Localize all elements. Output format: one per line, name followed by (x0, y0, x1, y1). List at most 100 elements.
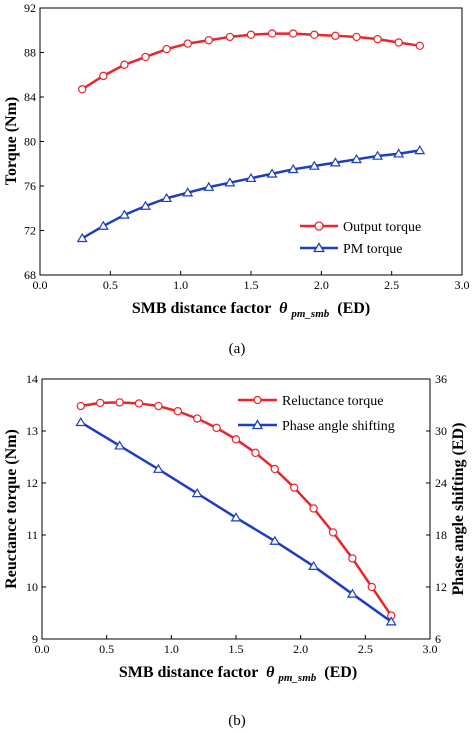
chart-b-x-title-symbol: θ (266, 664, 275, 681)
chart-a-y-title: Torque (Nm) (3, 97, 20, 185)
chart-b-y-tick-label: 9 (32, 632, 38, 646)
chart-a-y-tick-label: 92 (24, 1, 36, 15)
chart-b-point-phase-angle-shifting (191, 488, 203, 498)
chart-b-point-reluctance-torque (231, 435, 241, 444)
chart-b-y-tick-label: 14 (26, 372, 38, 386)
chart-a-x-title-symbol: θ (279, 300, 288, 317)
chart-b: 0.0 0.5 1.0 1.5 2.0 2.5 3.0 9 10 11 12 13 14 6 12 18 2… (3, 372, 467, 729)
chart-b-y-title-left: Reuctance torque (Nm) (3, 429, 20, 589)
chart-a-point-pm-torque (414, 145, 426, 155)
chart-a-point-pm-torque (97, 220, 109, 230)
chart-a-point-output-torque (99, 71, 108, 81)
chart-b-x-tick-label: 2.0 (293, 642, 308, 656)
chart-b-x-tick-label: 0.0 (35, 642, 50, 656)
chart-a-x-tick-label: 1.5 (244, 278, 259, 292)
chart-a-y-tick-label: 80 (24, 135, 36, 149)
chart-a-x-tick-label: 0.0 (33, 278, 48, 292)
chart-a-point-output-torque (77, 85, 87, 94)
chart-b-line-reluctance-torque (80, 401, 393, 617)
chart-a-point-output-torque (373, 34, 382, 44)
chart-a-point-output-torque (183, 39, 192, 48)
chart-b-legend-label-phase: Phase angle shifting (282, 419, 395, 434)
chart-a-x-title: SMB distance factor θ pm_smb (ED) (132, 300, 370, 321)
chart-b-plot-frame (41, 378, 431, 640)
chart-b-y-right-tick-label: 30 (435, 424, 447, 438)
chart-a-x-tick-label: 3.0 (455, 278, 470, 292)
chart-b-point-reluctance-torque (328, 528, 338, 537)
chart-b-point-phase-angle-shifting (385, 616, 397, 626)
chart-a-line-output-torque (81, 32, 420, 91)
chart-a-x-tick-label: 2.0 (314, 278, 329, 292)
chart-a-y-tick-label: 72 (24, 224, 36, 238)
chart-b-legend-marker-phase (251, 419, 264, 430)
chart-b-y-right-tick-label: 12 (435, 580, 447, 594)
chart-a-x-title-text: SMB distance factor (132, 300, 271, 317)
chart-b-point-phase-angle-shifting (75, 416, 87, 427)
chart-b-x-title-unit: (ED) (324, 664, 357, 681)
chart-a-point-output-torque (162, 44, 171, 54)
chart-a-x-axis: 0.0 0.5 1.0 1.5 2.0 2.5 3.0 (33, 271, 470, 292)
chart-a-point-pm-torque (266, 168, 278, 178)
chart-a-point-output-torque (120, 60, 129, 69)
chart-b-y-axis-right: 6 12 18 24 30 36 (426, 372, 447, 646)
chart-a-y-tick-label: 68 (24, 268, 36, 282)
chart-b-y-axis-left: 9 10 11 12 13 14 (26, 372, 46, 646)
chart-b-x-title: SMB distance factor θ pm_smb (ED) (119, 664, 357, 685)
chart-b-y-tick-label: 11 (26, 528, 38, 542)
chart-a-x-title-unit: (ED) (337, 300, 370, 317)
chart-b-legend-label-reluctance: Reluctance torque (282, 394, 383, 409)
chart-b-y-tick-label: 10 (26, 580, 38, 594)
chart-a-point-pm-torque (287, 163, 299, 174)
chart-a-legend: Output torque PM torque (300, 220, 421, 257)
chart-a-legend-marker-pm (313, 242, 325, 253)
chart-b-x-tick-label: 1.0 (164, 642, 179, 656)
chart-a-point-output-torque (289, 29, 298, 38)
chart-b-point-reluctance-torque (115, 398, 124, 407)
chart-a-point-output-torque (246, 30, 256, 39)
chart-a-point-output-torque (141, 52, 150, 62)
chart-b-x-title-sub: pm_smb (277, 672, 316, 684)
chart-b-point-reluctance-torque (192, 414, 202, 423)
chart-a-x-tick-label: 2.5 (384, 278, 399, 292)
chart-a-y-axis: 68 72 76 80 84 88 92 (24, 1, 44, 282)
chart-b-caption: (b) (228, 713, 246, 729)
chart-b-point-reluctance-torque (270, 464, 279, 474)
chart-b-legend-marker-reluctance (253, 395, 262, 405)
chart-b-x-title-text: SMB distance factor (119, 664, 258, 681)
chart-b-point-reluctance-torque (154, 401, 163, 411)
chart-b-point-reluctance-torque (76, 401, 86, 411)
chart-b-point-reluctance-torque (309, 504, 318, 513)
chart-a-point-output-torque (225, 32, 235, 42)
chart-a-point-pm-torque (182, 187, 194, 197)
chart-a-point-pm-torque (329, 157, 341, 167)
chart-a-x-title-sub: pm_smb (290, 308, 329, 320)
chart-a-y-tick-label: 76 (24, 179, 36, 193)
chart-b-point-reluctance-torque (367, 582, 376, 592)
chart-b-point-phase-angle-shifting (152, 463, 164, 473)
chart-b-y-right-tick-label: 36 (435, 372, 447, 386)
chart-a-x-tick-label: 1.0 (173, 278, 188, 292)
chart-a-point-pm-torque (203, 181, 215, 191)
chart-a-point-pm-torque (76, 232, 88, 243)
chart-b-x-tick-label: 2.5 (358, 642, 373, 656)
chart-b-point-reluctance-torque (251, 448, 260, 458)
chart-a-y-tick-label: 88 (24, 46, 36, 60)
chart-b-line-phase-angle-shifting (80, 421, 392, 623)
chart-b-y-tick-label: 12 (26, 476, 38, 490)
chart-b-point-phase-angle-shifting (346, 588, 358, 598)
chart-a-point-pm-torque (118, 209, 130, 219)
chart-a-legend-label-output: Output torque (343, 220, 421, 235)
chart-a-point-pm-torque (393, 148, 405, 158)
chart-b-x-tick-label: 3.0 (423, 642, 438, 656)
chart-a-legend-label-pm: PM torque (343, 242, 403, 257)
chart-b-point-phase-angle-shifting (114, 440, 126, 450)
chart-a-legend-marker-output (314, 221, 324, 231)
chart-a-series (76, 29, 426, 243)
chart-b-point-reluctance-torque (95, 398, 105, 408)
chart-a-point-pm-torque (245, 172, 257, 183)
chart-a-point-pm-torque (308, 160, 320, 170)
chart-a-point-output-torque (310, 30, 319, 39)
chart-a-point-output-torque (331, 31, 340, 41)
chart-a-point-output-torque (394, 38, 403, 47)
chart-b-legend: Reluctance torque Phase angle shifting (238, 394, 395, 434)
